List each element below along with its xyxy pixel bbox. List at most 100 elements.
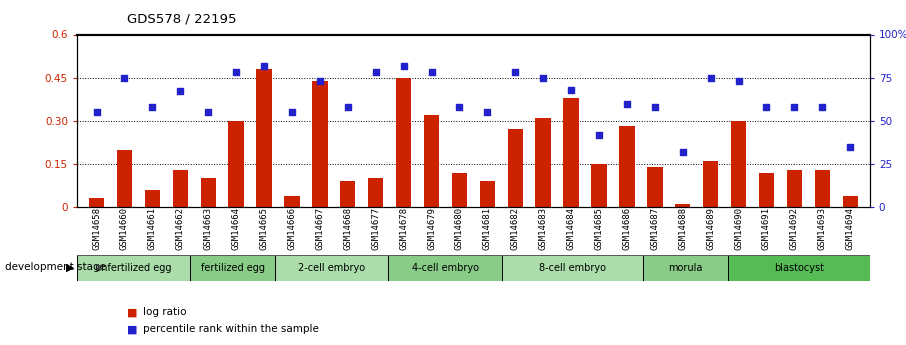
Point [731, 78, 746, 84]
Bar [728, 255, 870, 281]
Text: GSM14668: GSM14668 [343, 207, 352, 250]
Point [508, 70, 523, 75]
Bar [145, 190, 160, 207]
Point [341, 104, 355, 110]
Text: ■: ■ [127, 325, 140, 334]
Bar [117, 149, 132, 207]
Text: 8-cell embryo: 8-cell embryo [539, 263, 606, 273]
Text: 4-cell embryo: 4-cell embryo [411, 263, 478, 273]
Text: GSM14687: GSM14687 [651, 207, 660, 250]
Bar [535, 118, 551, 207]
Point [452, 104, 467, 110]
Text: GSM14658: GSM14658 [92, 207, 101, 250]
Text: morula: morula [669, 263, 703, 273]
Text: GSM14684: GSM14684 [566, 207, 575, 250]
Point [759, 104, 774, 110]
Text: GSM14677: GSM14677 [371, 207, 381, 250]
Text: ▶: ▶ [66, 263, 74, 272]
Point [313, 78, 327, 84]
Bar [396, 78, 411, 207]
Text: GSM14689: GSM14689 [706, 207, 715, 250]
Bar [190, 255, 275, 281]
Bar [619, 127, 634, 207]
Text: GSM14662: GSM14662 [176, 207, 185, 250]
Bar [275, 255, 389, 281]
Text: ■: ■ [127, 307, 140, 317]
Bar [759, 172, 774, 207]
Point [648, 104, 662, 110]
Text: GSM14681: GSM14681 [483, 207, 492, 250]
Text: GSM14694: GSM14694 [845, 207, 854, 250]
Text: GSM14663: GSM14663 [204, 207, 213, 250]
Point [369, 70, 383, 75]
Bar [592, 164, 607, 207]
Point [843, 144, 857, 149]
Bar [200, 178, 216, 207]
Bar [786, 170, 802, 207]
Bar [228, 121, 244, 207]
Bar [814, 170, 830, 207]
Point [173, 89, 188, 94]
Point [592, 132, 606, 137]
Text: GSM14683: GSM14683 [539, 207, 547, 250]
Text: GSM14680: GSM14680 [455, 207, 464, 250]
Bar [389, 255, 502, 281]
Text: GSM14691: GSM14691 [762, 207, 771, 250]
Text: GSM14666: GSM14666 [287, 207, 296, 250]
Point [564, 87, 578, 92]
Point [815, 104, 830, 110]
Point [480, 109, 495, 115]
Text: GSM14667: GSM14667 [315, 207, 324, 250]
Point [145, 104, 159, 110]
Bar [173, 170, 188, 207]
Point [201, 109, 216, 115]
Text: 2-cell embryo: 2-cell embryo [298, 263, 365, 273]
Point [424, 70, 439, 75]
Point [536, 75, 551, 80]
Bar [89, 198, 104, 207]
Text: GSM14679: GSM14679 [427, 207, 436, 250]
Bar [313, 80, 328, 207]
Text: development stage: development stage [5, 263, 105, 272]
Text: GSM14690: GSM14690 [734, 207, 743, 250]
Bar [256, 69, 272, 207]
Text: GSM14678: GSM14678 [400, 207, 408, 250]
Bar [340, 181, 355, 207]
Bar [703, 161, 718, 207]
Point [229, 70, 244, 75]
Text: GSM14692: GSM14692 [790, 207, 799, 250]
Bar [675, 204, 690, 207]
Point [620, 101, 634, 106]
Bar [502, 255, 643, 281]
Point [703, 75, 718, 80]
Text: GSM14693: GSM14693 [818, 207, 827, 250]
Bar [479, 181, 495, 207]
Text: log ratio: log ratio [143, 307, 187, 317]
Bar [643, 255, 728, 281]
Text: blastocyst: blastocyst [774, 263, 824, 273]
Bar [731, 121, 747, 207]
Text: GSM14664: GSM14664 [232, 207, 241, 250]
Bar [452, 172, 467, 207]
Bar [843, 196, 858, 207]
Text: unfertilized egg: unfertilized egg [95, 263, 172, 273]
Text: fertilized egg: fertilized egg [201, 263, 265, 273]
Bar [647, 167, 662, 207]
Text: GSM14660: GSM14660 [120, 207, 129, 250]
Text: GSM14661: GSM14661 [148, 207, 157, 250]
Point [284, 109, 299, 115]
Text: GSM14686: GSM14686 [622, 207, 631, 250]
Text: percentile rank within the sample: percentile rank within the sample [143, 325, 319, 334]
Point [117, 75, 131, 80]
Point [676, 149, 690, 155]
Bar [507, 129, 523, 207]
Text: GSM14665: GSM14665 [259, 207, 268, 250]
Point [90, 109, 104, 115]
Text: GSM14688: GSM14688 [679, 207, 688, 250]
Text: GDS578 / 22195: GDS578 / 22195 [127, 12, 236, 25]
Bar [77, 255, 190, 281]
Bar [368, 178, 383, 207]
Text: GSM14685: GSM14685 [594, 207, 603, 250]
Bar [284, 196, 300, 207]
Point [256, 63, 271, 68]
